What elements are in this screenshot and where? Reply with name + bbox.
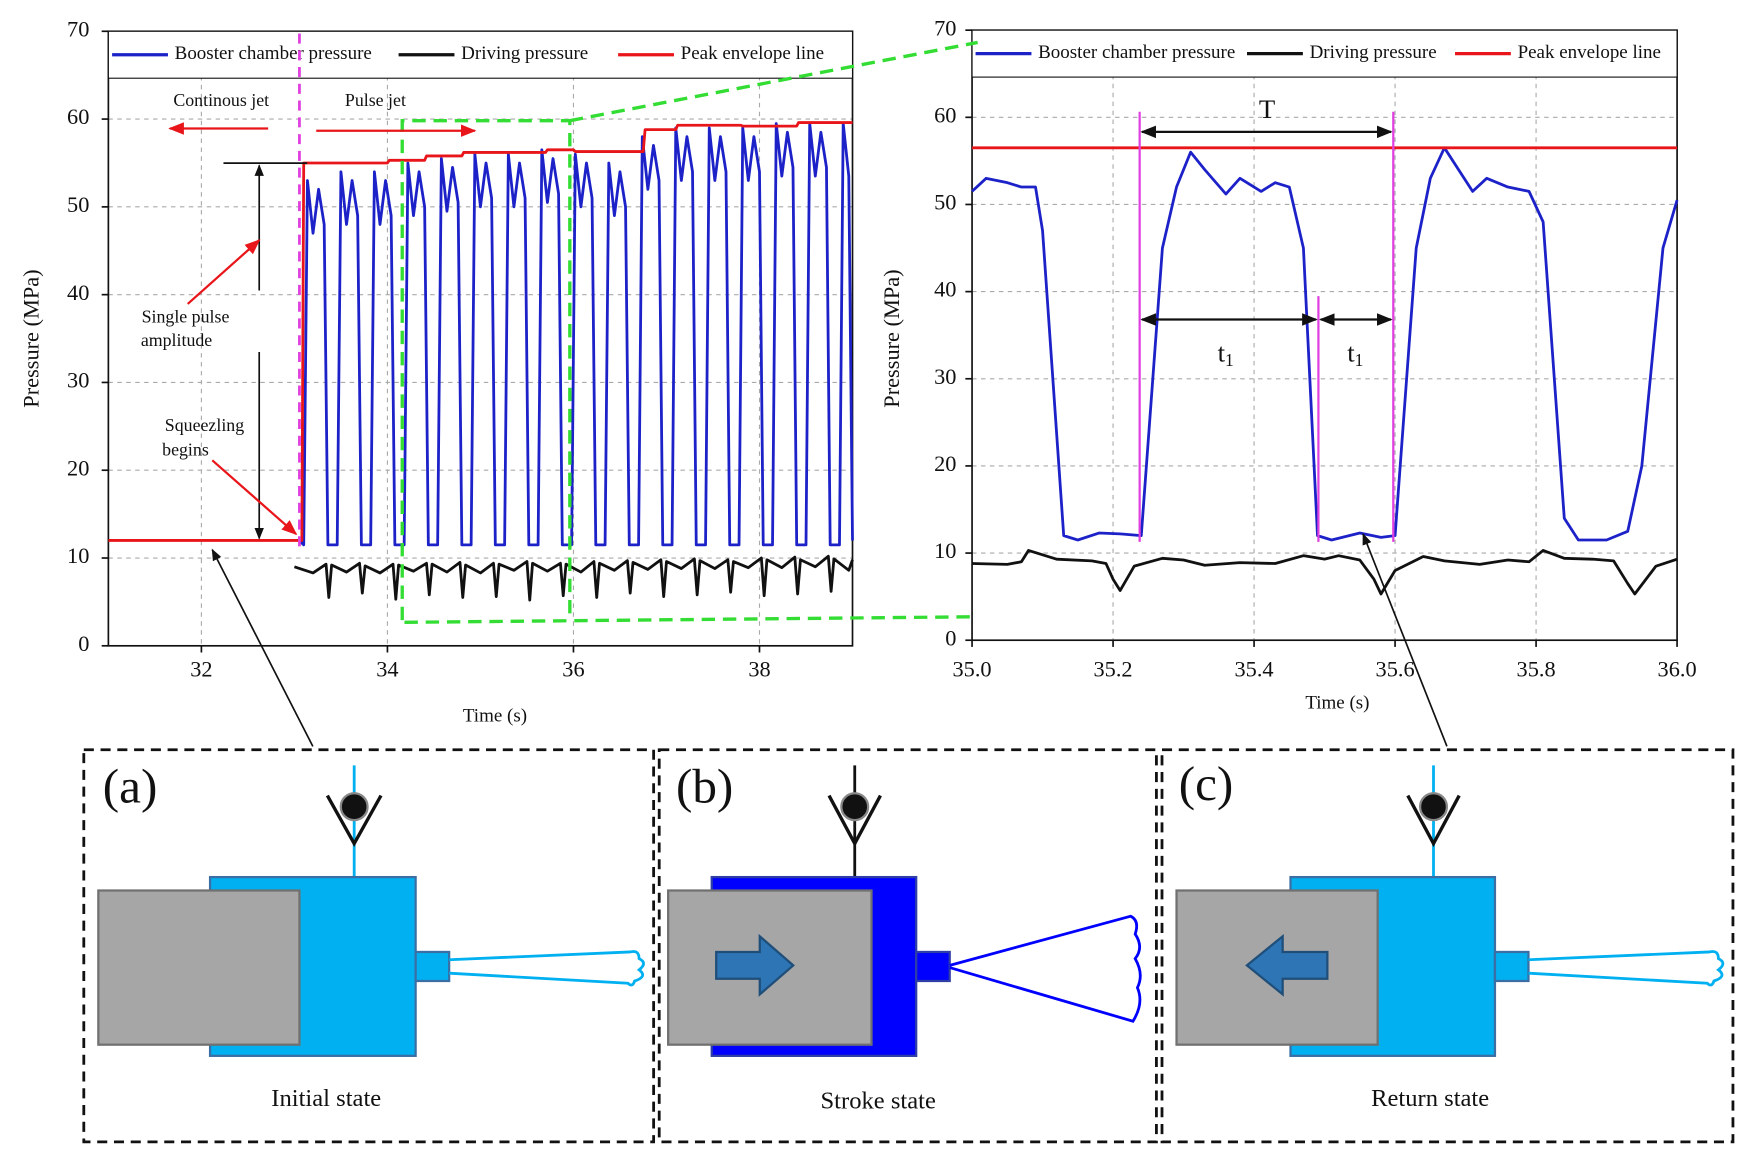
- legend-box: [971, 29, 1678, 78]
- x-axis-title: Time (s): [463, 706, 527, 727]
- zoom-box: [400, 118, 572, 621]
- annotation: Single pulse: [142, 307, 230, 327]
- annotation: begins: [162, 439, 209, 459]
- x-tick-label: 35.0: [953, 657, 992, 682]
- y-tick-label: 30: [934, 364, 956, 389]
- x-axis-title: Time (s): [1305, 692, 1369, 713]
- x-tick-label: 35.6: [1376, 657, 1415, 682]
- y-tick-label: 50: [67, 192, 89, 217]
- y-tick-label: 20: [934, 451, 956, 476]
- annotation-subscript: 1: [1355, 350, 1364, 370]
- pump-a: [97, 765, 645, 1057]
- annotation-text: t: [1347, 337, 1355, 367]
- y-tick-label: 0: [945, 625, 956, 650]
- panel-frame: [82, 748, 656, 1144]
- y-tick-label: 70: [934, 15, 956, 40]
- zoom-line: [569, 40, 978, 123]
- annotation: t1: [1218, 337, 1234, 370]
- legend-label: Peak envelope line: [1518, 42, 1661, 63]
- pump-c: [1175, 765, 1725, 1057]
- series-line: [972, 549, 1678, 596]
- x-tick-label: 35.8: [1517, 657, 1556, 682]
- x-tick-label: 38: [748, 657, 770, 682]
- arrow: [211, 459, 298, 536]
- y-tick-label: 60: [67, 104, 89, 129]
- legend-label: Peak envelope line: [681, 43, 824, 64]
- x-tick-label: 36: [562, 657, 584, 682]
- zoom-line: [404, 615, 978, 625]
- pump-b: [667, 765, 1142, 1057]
- y-tick-label: 0: [78, 631, 89, 656]
- y-axis-title: Pressure (MPa): [879, 269, 904, 407]
- series-line: [108, 121, 853, 542]
- legend-label: Driving pressure: [1310, 42, 1437, 63]
- y-tick-label: 60: [934, 102, 956, 127]
- annotation: Squeezling: [165, 415, 244, 435]
- y-tick-label: 40: [934, 277, 956, 302]
- y-tick-label: 10: [67, 543, 89, 568]
- arrow: [211, 548, 314, 747]
- y-axis-title: Pressure (MPa): [19, 269, 44, 407]
- y-tick-label: 20: [67, 455, 89, 480]
- panel-letter: (b): [676, 758, 733, 813]
- panel-letter: (c): [1179, 756, 1234, 811]
- panel-frame: [657, 748, 1158, 1144]
- legend-label: Booster chamber pressure: [1038, 42, 1235, 63]
- y-tick-label: 50: [934, 190, 956, 215]
- panel-frame: [1160, 748, 1735, 1144]
- legend-label: Driving pressure: [461, 43, 588, 64]
- y-tick-label: 10: [934, 538, 956, 563]
- panel-caption: Stroke state: [821, 1087, 936, 1114]
- x-tick-label: 32: [190, 657, 212, 682]
- y-tick-label: 40: [67, 280, 89, 305]
- x-tick-label: 36.0: [1658, 657, 1697, 682]
- panel-letter: (a): [103, 758, 158, 813]
- annotation: T: [1259, 94, 1275, 124]
- x-tick-label: 35.2: [1094, 657, 1133, 682]
- legend-label: Booster chamber pressure: [175, 43, 372, 64]
- y-tick-label: 70: [67, 16, 89, 41]
- annotation: Continous jet: [173, 90, 269, 110]
- annotation-text: t: [1218, 337, 1226, 367]
- panels: (a) (b) (c) Initial state Stroke state R…: [82, 748, 1735, 1144]
- legend-box: [107, 30, 854, 79]
- series-line: [971, 146, 1679, 542]
- arrow: [1362, 532, 1448, 747]
- annotation: Pulse jet: [345, 90, 406, 110]
- arrow: [186, 239, 261, 305]
- panel-caption: Return state: [1371, 1085, 1489, 1112]
- series-line: [293, 554, 854, 602]
- annotation: t1: [1347, 337, 1363, 370]
- x-tick-label: 34: [376, 657, 398, 682]
- x-tick-label: 35.4: [1235, 657, 1274, 682]
- annotation-shapes: [168, 33, 1448, 747]
- plot-frame: [971, 29, 1678, 642]
- panel-caption: Initial state: [271, 1085, 381, 1112]
- annotation: amplitude: [141, 330, 212, 350]
- series-line: [298, 122, 854, 547]
- annotation-subscript: 1: [1225, 350, 1234, 370]
- y-tick-label: 30: [67, 368, 89, 393]
